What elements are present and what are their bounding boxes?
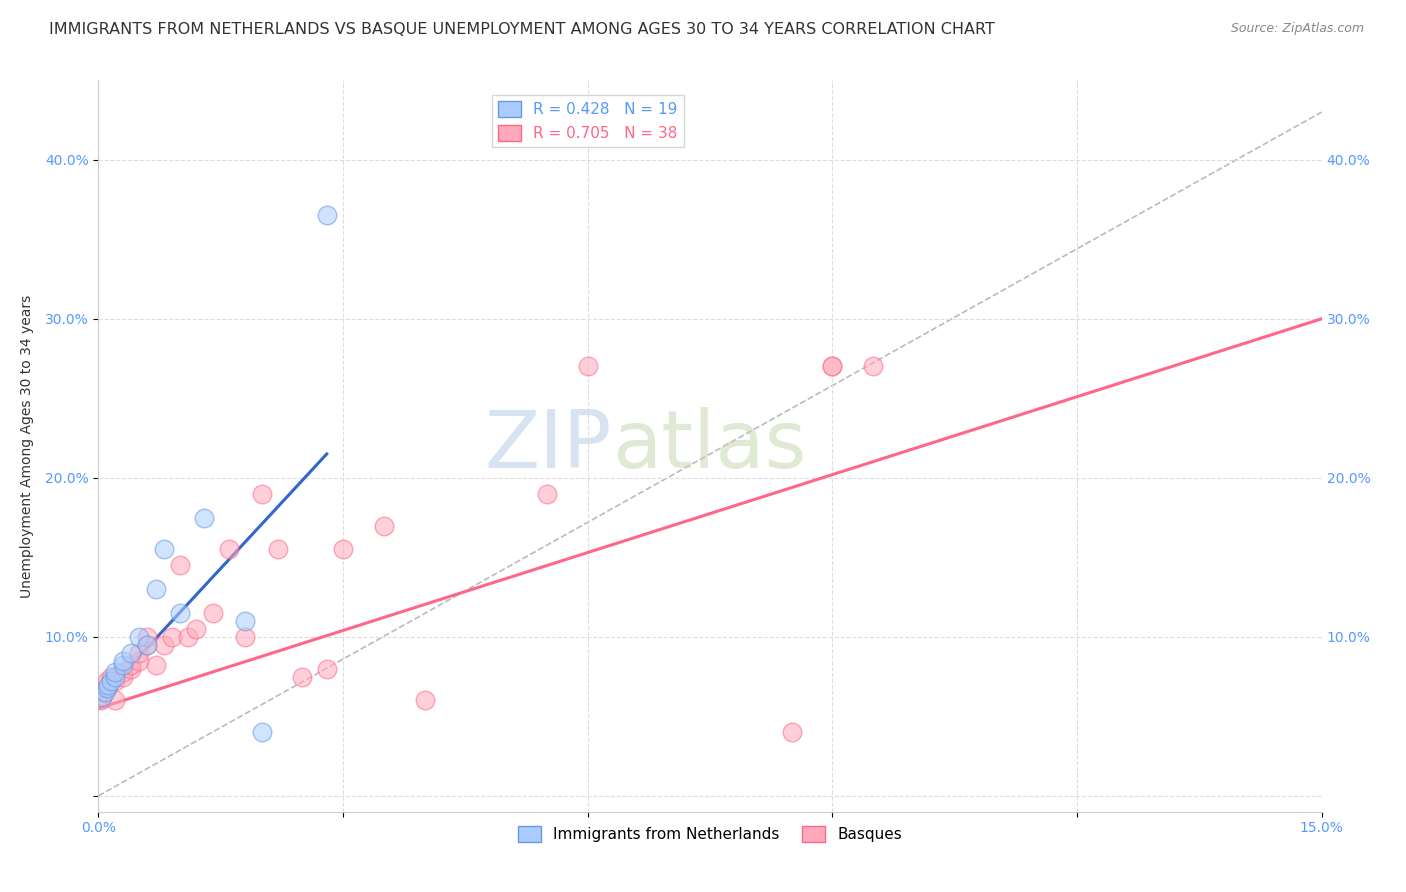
Text: Source: ZipAtlas.com: Source: ZipAtlas.com [1230,22,1364,36]
Point [90,693,112,707]
Point [267,542,290,557]
Point [100,674,122,689]
Point [91,689,114,703]
Point [250,725,273,739]
Point [201,606,224,620]
Point [291,669,314,683]
Point [413,693,436,707]
Point [152,542,174,557]
Point [104,669,127,683]
Point [93,685,115,699]
Point [128,654,150,668]
Point [233,630,256,644]
Text: IMMIGRANTS FROM NETHERLANDS VS BASQUE UNEMPLOYMENT AMONG AGES 30 TO 34 YEARS COR: IMMIGRANTS FROM NETHERLANDS VS BASQUE UN… [49,22,995,37]
Point [780,725,803,739]
Legend: Immigrants from Netherlands, Basques: Immigrants from Netherlands, Basques [512,820,908,848]
Point [576,359,599,374]
Point [373,518,395,533]
Text: ZIP: ZIP [485,407,612,485]
Point [145,658,167,673]
Point [96,674,118,689]
Point [96,681,118,695]
Point [169,606,191,620]
Point [250,486,273,500]
Point [91,690,114,705]
Point [111,658,134,673]
Point [100,669,122,683]
Point [315,209,337,223]
Point [152,638,174,652]
Point [96,681,118,695]
Point [218,542,240,557]
Point [862,359,884,374]
Point [177,630,200,644]
Point [821,359,844,374]
Point [169,558,191,573]
Point [193,510,215,524]
Point [120,662,142,676]
Point [94,685,117,699]
Text: atlas: atlas [612,407,807,485]
Point [315,662,337,676]
Point [111,665,134,679]
Point [104,693,127,707]
Point [111,669,134,683]
Point [111,654,134,668]
Point [104,674,127,689]
Point [536,486,558,500]
Point [136,638,159,652]
Point [128,630,150,644]
Point [120,658,142,673]
Point [821,359,844,374]
Point [145,582,167,596]
Point [160,630,183,644]
Point [233,614,256,628]
Point [97,677,120,691]
Y-axis label: Unemployment Among Ages 30 to 34 years: Unemployment Among Ages 30 to 34 years [20,294,34,598]
Point [136,630,159,644]
Point [128,646,150,660]
Point [332,542,354,557]
Point [120,646,142,660]
Point [104,665,127,679]
Point [186,622,208,636]
Point [136,638,159,652]
